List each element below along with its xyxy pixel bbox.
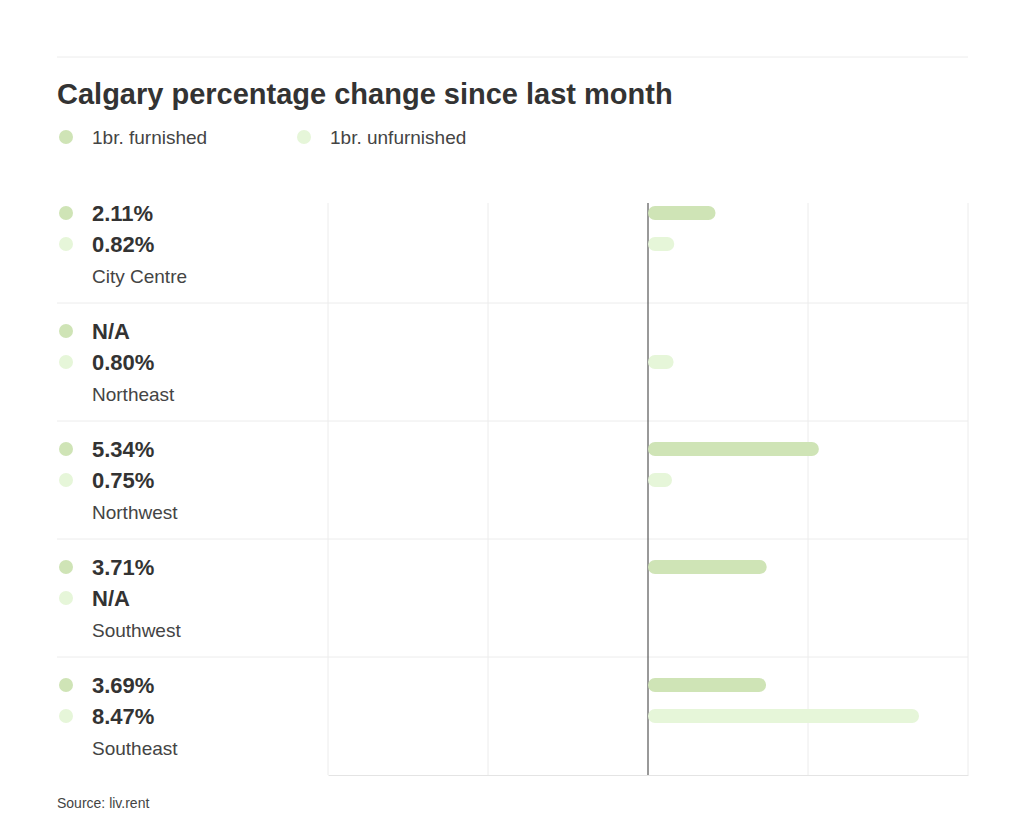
label-swatch — [59, 355, 73, 369]
title: Calgary percentage change since last mon… — [57, 78, 673, 110]
data-label: 0.82% — [92, 232, 154, 257]
row-separator — [57, 657, 968, 658]
category-label: Southeast — [92, 738, 178, 759]
bar — [648, 709, 919, 723]
data-label: 8.47% — [92, 704, 154, 729]
bar — [648, 678, 766, 692]
grid-line — [808, 203, 809, 775]
row-separator — [57, 303, 968, 304]
legend-swatch — [297, 130, 311, 144]
label-swatch — [59, 560, 73, 574]
label-swatch — [59, 591, 73, 605]
data-label: 0.75% — [92, 468, 154, 493]
legend-label: 1br. furnished — [92, 127, 207, 148]
axis-line — [329, 775, 969, 776]
bar — [648, 355, 674, 369]
label-swatch — [59, 473, 73, 487]
label-swatch — [59, 442, 73, 456]
bar — [648, 206, 716, 220]
bar — [648, 560, 767, 574]
top-rule — [57, 57, 968, 58]
label-swatch — [59, 678, 73, 692]
row-separator — [57, 539, 968, 540]
source: Source: liv.rent — [57, 795, 149, 811]
zero-line — [647, 203, 648, 775]
data-label: 0.80% — [92, 350, 154, 375]
category-label: Northwest — [92, 502, 178, 523]
label-swatch — [59, 237, 73, 251]
row-separator — [57, 421, 968, 422]
label-swatch — [59, 206, 73, 220]
grid-line — [328, 203, 329, 775]
bar — [648, 442, 819, 456]
label-swatch — [59, 324, 73, 338]
category-label: City Centre — [92, 266, 187, 287]
category-label: Northeast — [92, 384, 175, 405]
grid-line — [968, 203, 969, 775]
chart: Calgary percentage change since last mon… — [0, 0, 1024, 836]
label-swatch — [59, 709, 73, 723]
bars — [648, 206, 919, 723]
data-label: 5.34% — [92, 437, 154, 462]
x-axis — [329, 775, 969, 777]
data-label: 3.71% — [92, 555, 154, 580]
data-label: N/A — [92, 586, 130, 611]
grid-line — [488, 203, 489, 775]
legend-swatch — [59, 130, 73, 144]
data-label: 2.11% — [92, 201, 153, 226]
legend-label: 1br. unfurnished — [330, 127, 466, 148]
data-label: N/A — [92, 319, 130, 344]
bar — [648, 237, 674, 251]
data-label: 3.69% — [92, 673, 154, 698]
bar — [648, 473, 672, 487]
category-label: Southwest — [92, 620, 181, 641]
